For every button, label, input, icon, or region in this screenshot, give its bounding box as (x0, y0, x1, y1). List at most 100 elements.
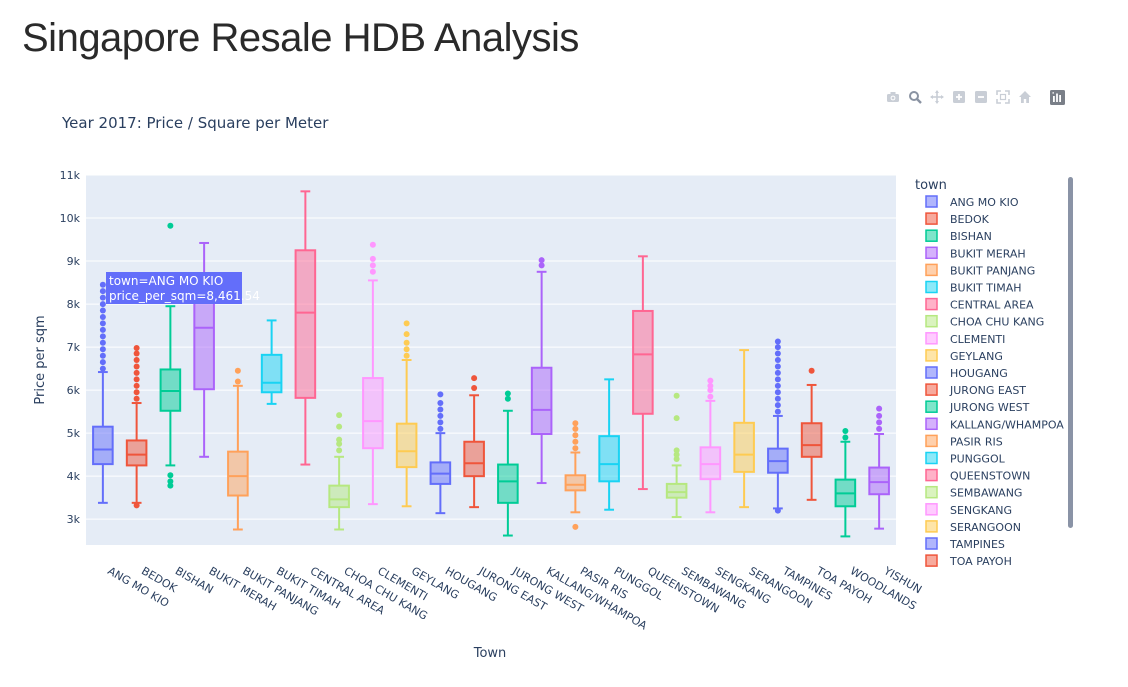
box-iqr[interactable] (868, 466, 890, 496)
box-outlier-point[interactable] (133, 376, 140, 383)
box-iqr[interactable] (125, 439, 148, 467)
box-trace[interactable] (294, 190, 317, 466)
box-outlier-point[interactable] (774, 338, 781, 345)
legend-item[interactable]: TOA PAYOH (925, 554, 1012, 568)
box-iqr[interactable] (328, 484, 350, 509)
box-trace[interactable] (767, 338, 789, 514)
box-trace[interactable] (362, 241, 384, 506)
box-trace[interactable] (665, 392, 688, 519)
legend-item[interactable]: YISHUN (926, 589, 992, 602)
box-outlier-point[interactable] (99, 365, 106, 372)
legend-item[interactable]: ANG MO KIO (925, 195, 1019, 209)
box-outlier-point[interactable] (336, 412, 343, 419)
box-trace[interactable] (530, 257, 553, 485)
legend-scrollbar[interactable] (1068, 177, 1073, 528)
box-outlier-point[interactable] (234, 367, 241, 374)
box-outlier-point[interactable] (572, 445, 579, 452)
zoom-icon[interactable] (906, 88, 924, 106)
box-iqr[interactable] (227, 450, 249, 497)
legend-item[interactable]: SENGKANG (925, 503, 1012, 517)
box-trace[interactable] (92, 281, 114, 504)
box-outlier-point[interactable] (133, 502, 140, 509)
box-outlier-point[interactable] (99, 333, 106, 340)
legend-item[interactable]: TAMPINES (925, 537, 1005, 551)
legend-item[interactable]: BUKIT TIMAH (925, 280, 1022, 295)
box-outlier-point[interactable] (673, 451, 680, 458)
legend-item[interactable]: HOUGANG (925, 366, 1008, 380)
box-outlier-point[interactable] (876, 425, 883, 432)
box-outlier-point[interactable] (808, 367, 815, 374)
box-outlier-point[interactable] (572, 432, 579, 439)
box-iqr[interactable] (294, 249, 317, 399)
box-outlier-point[interactable] (437, 425, 444, 432)
box-outlier-point[interactable] (774, 376, 781, 383)
box-outlier-point[interactable] (471, 384, 478, 391)
legend-item[interactable]: CENTRAL AREA (925, 297, 1034, 312)
box-outlier-point[interactable] (99, 288, 106, 295)
box-outlier-point[interactable] (774, 350, 781, 357)
box-iqr[interactable] (395, 422, 418, 469)
box-trace[interactable] (395, 320, 418, 508)
box-outlier-point[interactable] (437, 412, 444, 419)
box-outlier-point[interactable] (876, 419, 883, 426)
box-outlier-point[interactable] (133, 350, 140, 357)
box-iqr[interactable] (665, 482, 688, 499)
box-outlier-point[interactable] (403, 320, 410, 327)
box-outlier-point[interactable] (167, 478, 174, 485)
box-iqr[interactable] (598, 435, 620, 483)
box-outlier-point[interactable] (167, 222, 174, 229)
box-iqr[interactable] (463, 440, 485, 478)
box-trace[interactable] (598, 378, 620, 511)
legend-item[interactable]: JURONG EAST (925, 383, 1026, 397)
camera-icon[interactable] (884, 88, 902, 106)
reset-axes-icon[interactable] (1016, 88, 1034, 106)
box-trace[interactable] (328, 412, 350, 531)
legend-item[interactable]: WOODLANDS (926, 572, 1024, 585)
box-outlier-point[interactable] (437, 419, 444, 426)
box-outlier-point[interactable] (99, 320, 106, 327)
box-outlier-point[interactable] (403, 331, 410, 338)
box-outlier-point[interactable] (572, 425, 579, 432)
box-trace[interactable] (564, 420, 587, 530)
box-outlier-point[interactable] (774, 408, 781, 415)
box-outlier-point[interactable] (774, 369, 781, 376)
box-outlier-point[interactable] (774, 382, 781, 389)
box-outlier-point[interactable] (471, 375, 478, 382)
box-outlier-point[interactable] (99, 339, 106, 346)
zoom-out-icon[interactable] (972, 88, 990, 106)
box-outlier-point[interactable] (167, 472, 174, 479)
box-iqr[interactable] (564, 474, 587, 492)
box-outlier-point[interactable] (504, 395, 511, 402)
box-outlier-point[interactable] (572, 523, 579, 530)
legend-item[interactable]: QUEENSTOWN (925, 468, 1030, 483)
box-outlier-point[interactable] (538, 257, 545, 264)
box-trace[interactable] (834, 427, 857, 538)
box-outlier-point[interactable] (99, 326, 106, 333)
box-outlier-point[interactable] (99, 352, 106, 359)
box-outlier-point[interactable] (133, 382, 140, 389)
box-outlier-point[interactable] (336, 423, 343, 430)
box-outlier-point[interactable] (133, 389, 140, 396)
box-outlier-point[interactable] (538, 262, 545, 269)
box-outlier-point[interactable] (673, 415, 680, 422)
box-outlier-point[interactable] (774, 395, 781, 402)
box-outlier-point[interactable] (369, 268, 376, 275)
box-iqr[interactable] (362, 377, 384, 450)
box-outlier-point[interactable] (133, 344, 140, 351)
box-outlier-point[interactable] (369, 241, 376, 248)
legend-item[interactable]: CLEMENTI (925, 332, 1005, 346)
box-trace[interactable] (868, 405, 890, 530)
box-trace[interactable] (463, 375, 485, 509)
box-iqr[interactable] (497, 463, 519, 504)
box-iqr[interactable] (733, 421, 755, 473)
box-outlier-point[interactable] (99, 359, 106, 366)
legend-item[interactable]: PUNGGOL (925, 451, 1006, 466)
box-outlier-point[interactable] (707, 387, 714, 394)
box-outlier-point[interactable] (133, 395, 140, 402)
legend-item[interactable]: CHOA CHU KANG (925, 314, 1044, 329)
box-outlier-point[interactable] (99, 294, 106, 301)
box-outlier-point[interactable] (842, 427, 849, 434)
box-trace[interactable] (733, 349, 755, 509)
box-iqr[interactable] (260, 353, 283, 394)
legend-item[interactable]: BEDOK (925, 212, 990, 226)
